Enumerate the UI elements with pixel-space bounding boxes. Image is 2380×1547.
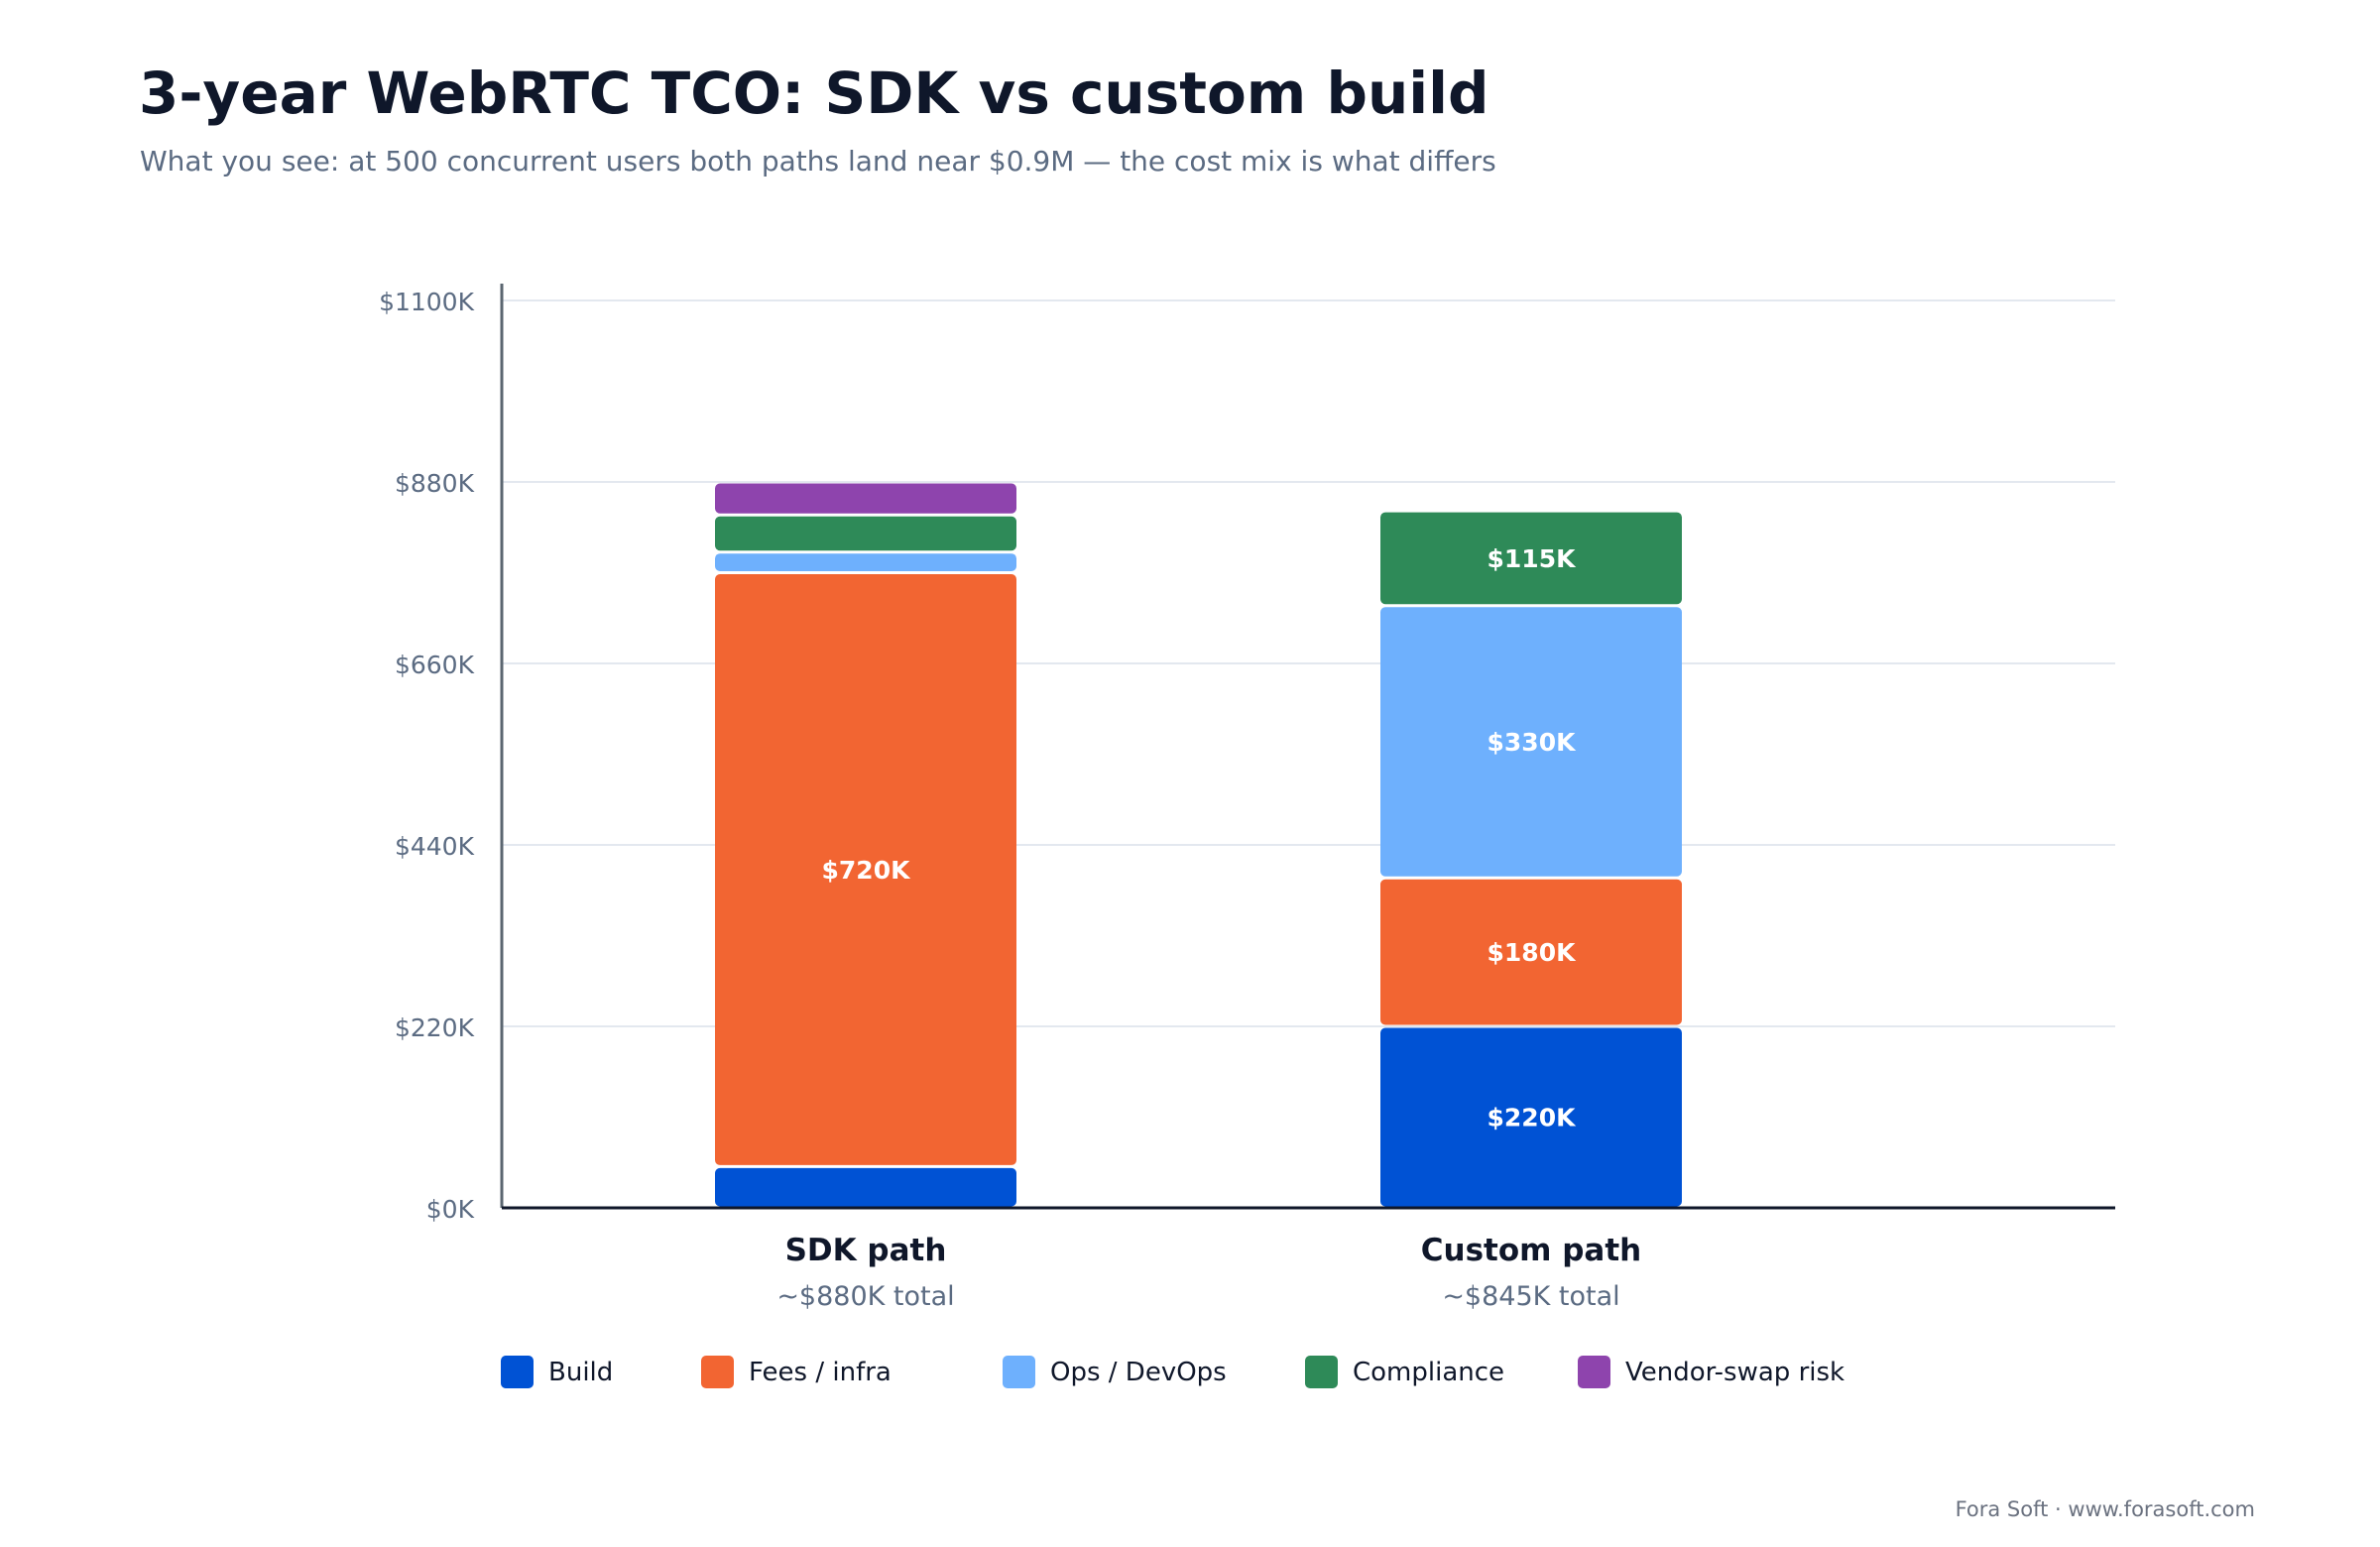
legend-label-ops-devops: Ops / DevOps [1050, 1358, 1227, 1387]
data-label-custom-path-build: $220K [1488, 1104, 1578, 1132]
y-tick-label: $220K [395, 1013, 475, 1042]
bar-segment-sdk-path-ops-devops [715, 553, 1016, 571]
bar-segment-custom-path-ops-devops [1380, 607, 1682, 877]
bar-segment-sdk-path-build [715, 1167, 1016, 1207]
bar-segment-sdk-path-vendor-swap-risk [715, 483, 1016, 514]
x-category-sublabel-sdk-path: ~$880K total [776, 1281, 954, 1312]
legend-swatch-build [501, 1356, 534, 1388]
labels: $0K $220K $440K $660K $880K $1100K $720K SDK pa… [379, 288, 1641, 1312]
legend-swatch-vendor-swap-risk [1578, 1356, 1610, 1388]
y-tick-label: $1100K [379, 288, 475, 316]
footer-credit: Fora Soft · www.forasoft.com [1955, 1497, 2255, 1521]
data-label-custom-path-ops-devops: $330K [1488, 728, 1578, 757]
legend-label-vendor-swap-risk: Vendor-swap risk [1625, 1358, 1845, 1387]
legend-label-fees-infra: Fees / infra [749, 1358, 892, 1387]
legend-label-compliance: Compliance [1353, 1358, 1505, 1387]
legend-swatch-fees-infra [701, 1356, 734, 1388]
x-category-label-sdk-path: SDK path [785, 1233, 947, 1268]
bar-segment-sdk-path-compliance [715, 516, 1016, 551]
chart-title: 3-year WebRTC TCO: SDK vs custom build [139, 60, 1489, 127]
data-label-custom-path-fees-infra: $180K [1488, 938, 1578, 967]
bar-segment-custom-path-compliance [1380, 512, 1682, 605]
x-category-label-custom-path: Custom path [1421, 1233, 1641, 1268]
legend-swatch-compliance [1305, 1356, 1338, 1388]
bar-segment-sdk-path-fees-infra [715, 574, 1016, 1165]
y-tick-label: $660K [395, 651, 475, 679]
y-tick-label: $440K [395, 832, 475, 861]
x-category-sublabel-custom-path: ~$845K total [1442, 1281, 1619, 1312]
chart-subtitle: What you see: at 500 concurrent users bo… [140, 145, 1496, 178]
axes [500, 284, 2115, 1210]
data-label-custom-path-compliance: $115K [1488, 544, 1578, 573]
legend-swatch-ops-devops [1003, 1356, 1035, 1388]
y-tick-label: $880K [395, 469, 475, 498]
data-label-sdk-path-fees-infra: $720K [822, 856, 912, 885]
y-tick-label: $0K [426, 1195, 475, 1224]
legend-label-build: Build [548, 1358, 614, 1387]
bar-segments [715, 483, 1682, 1207]
bar-segment-custom-path-build [1380, 1027, 1682, 1207]
bar-segment-custom-path-fees-infra [1380, 879, 1682, 1025]
